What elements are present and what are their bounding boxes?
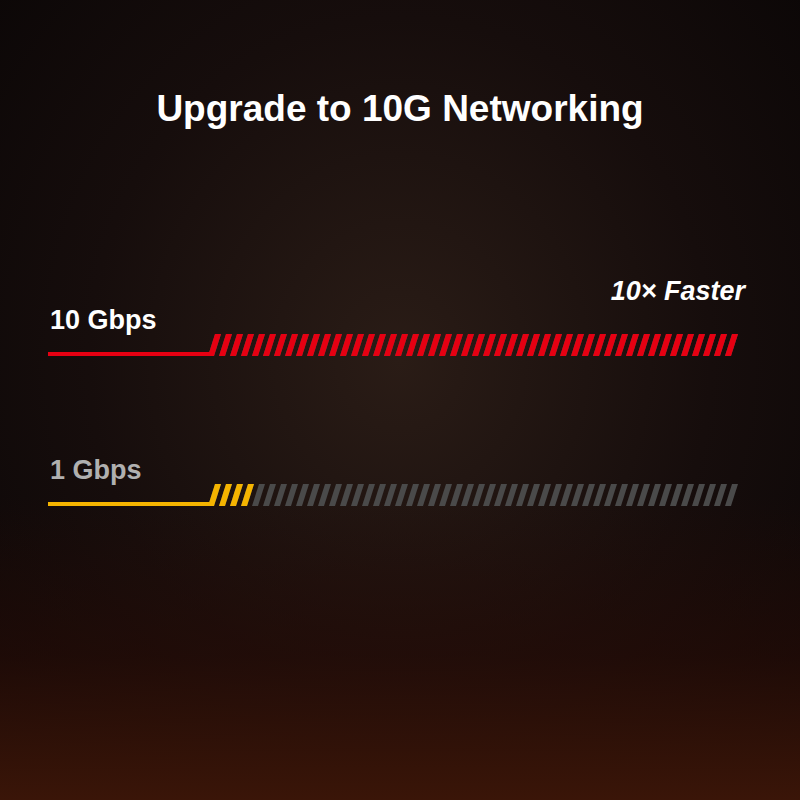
svg-text:10 Gbps: 10 Gbps <box>50 305 157 335</box>
html-text:Upgrade to 10G Networking: Upgrade to 10G Networking <box>156 88 644 129</box>
html-text:10× Faster: 10× Faster <box>610 276 745 306</box>
svg-text:1 Gbps: 1 Gbps <box>50 455 142 485</box>
